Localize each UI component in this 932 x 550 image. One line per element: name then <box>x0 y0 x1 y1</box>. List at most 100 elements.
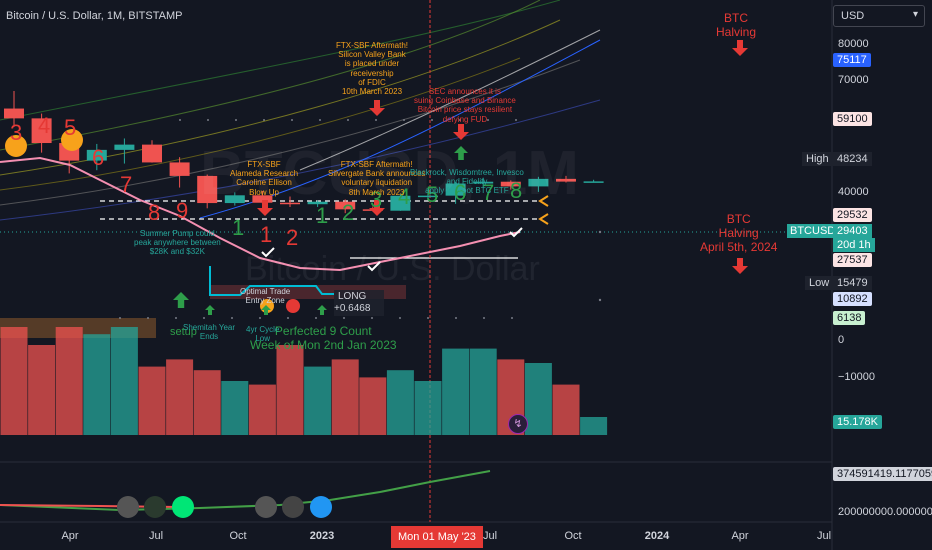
dotted-marker <box>315 317 317 319</box>
candle <box>169 157 190 188</box>
volume-bar <box>359 377 387 435</box>
time-tick: Oct <box>229 530 247 542</box>
long-value: +0.6468 <box>334 303 371 314</box>
price-tag: 27537 <box>833 253 872 267</box>
price-tag: 59100 <box>833 112 872 126</box>
price-tick: 40000 <box>838 186 869 198</box>
candle <box>445 181 466 204</box>
candle-body <box>445 183 466 196</box>
lightning-icon[interactable]: ↯ <box>508 414 528 434</box>
indicator-value-tag: 374591419.11770592 <box>833 467 932 481</box>
dotted-marker <box>235 119 237 121</box>
td-count-green: 8 <box>510 178 523 203</box>
td-count-green: 7 <box>482 180 495 205</box>
candle <box>114 138 135 164</box>
td-count-red: 6 <box>92 145 105 170</box>
dotted-marker <box>371 317 373 319</box>
td-count-green: 1 <box>232 215 245 240</box>
td-count-red: 8 <box>148 200 161 225</box>
td-count-red: 9 <box>176 198 189 223</box>
candle <box>473 177 494 188</box>
long-position-box[interactable]: LONG +0.6468 <box>334 290 384 316</box>
candle <box>528 176 549 192</box>
event-arrow <box>257 200 273 216</box>
shemitah-note: Shemitah Year Ends <box>183 323 236 342</box>
price-tick: 70000 <box>838 74 869 86</box>
candle-body <box>142 144 162 163</box>
price-tick: 0 <box>838 334 845 346</box>
time-tick: Jul <box>482 530 498 542</box>
halving-note-2: BTC Halving April 5th, 2024 <box>700 212 778 254</box>
setup-label: setup <box>170 326 197 338</box>
currency-label: USD <box>841 10 865 22</box>
orange-left-arrow <box>538 195 549 207</box>
candle <box>390 193 411 211</box>
halving-arrow <box>732 40 748 56</box>
small-up-arrow <box>261 305 271 315</box>
volume-bar <box>28 345 56 435</box>
last-price-tag: BTCUSD 29403 20d 1h <box>787 224 879 252</box>
td-count-red: 3 <box>10 120 23 145</box>
td-count-red: 2 <box>286 225 299 250</box>
candle-body <box>86 149 107 161</box>
indicator-band-line <box>0 0 541 151</box>
td-count-green: 3 <box>370 187 383 212</box>
td-count-green: 4 <box>398 184 411 209</box>
volume-bar <box>193 370 221 435</box>
cycle-path <box>209 266 334 296</box>
indicator-band-line <box>0 57 521 191</box>
high-value: 48234 <box>833 152 872 166</box>
dotted-marker <box>483 317 485 319</box>
time-tick: Jul <box>816 530 832 542</box>
candle <box>4 90 24 127</box>
price-axis-background <box>832 0 932 550</box>
dotted-marker <box>343 317 345 319</box>
price-tag: 29532 <box>833 208 872 222</box>
candle-body <box>224 195 245 204</box>
candle-body <box>114 144 135 150</box>
high-label: High <box>802 152 833 166</box>
dotted-marker <box>515 119 517 121</box>
candle-body <box>473 181 494 184</box>
volume-bar <box>110 327 138 435</box>
price-tick: −10000 <box>838 371 876 383</box>
volume-bar <box>276 345 304 435</box>
volume-bar <box>442 348 470 435</box>
setup-arrow <box>173 292 189 308</box>
price-tick: 80000 <box>838 38 869 50</box>
td-count-red: 7 <box>120 172 133 197</box>
dotted-marker <box>399 317 401 319</box>
dotted-marker <box>375 119 377 121</box>
chart-title: Bitcoin / U.S. Dollar, 1M, BITSTAMP <box>6 10 183 22</box>
small-up-arrow <box>205 305 215 315</box>
volume-bar <box>304 366 332 435</box>
indicator-line <box>0 470 491 512</box>
candle <box>500 180 521 190</box>
low-label: Low <box>805 276 834 290</box>
dotted-marker <box>119 317 121 319</box>
event-arrow <box>369 200 385 216</box>
indicator-band-line <box>0 0 561 121</box>
volume-bar <box>221 381 249 435</box>
td-count-green: 2 <box>342 200 355 225</box>
volume-bar <box>331 359 359 435</box>
event-arrow <box>453 124 469 140</box>
td-count-red: 4 <box>38 113 51 138</box>
watermark-description: Bitcoin / U.S. Dollar <box>245 250 540 288</box>
volume-bar <box>55 327 83 435</box>
indicator-dot <box>310 496 332 518</box>
indicator-band-line <box>299 29 601 171</box>
time-tick: Oct <box>564 530 582 542</box>
event-arrow <box>369 100 385 116</box>
td-top-marker <box>5 135 27 157</box>
currency-button[interactable]: USD ▾ <box>833 5 925 27</box>
sec-note: SEC announces it is suing Coinbase and B… <box>414 87 516 124</box>
indicator-axis-tick: 200000000.00000000 <box>838 506 932 518</box>
time-tick: 2023 <box>309 530 335 542</box>
candle-body <box>583 181 604 183</box>
check-mark <box>509 227 523 238</box>
optimal-entry-note: Optimal Trade Entry Zone <box>240 287 291 306</box>
time-tick: Apr <box>61 530 79 542</box>
